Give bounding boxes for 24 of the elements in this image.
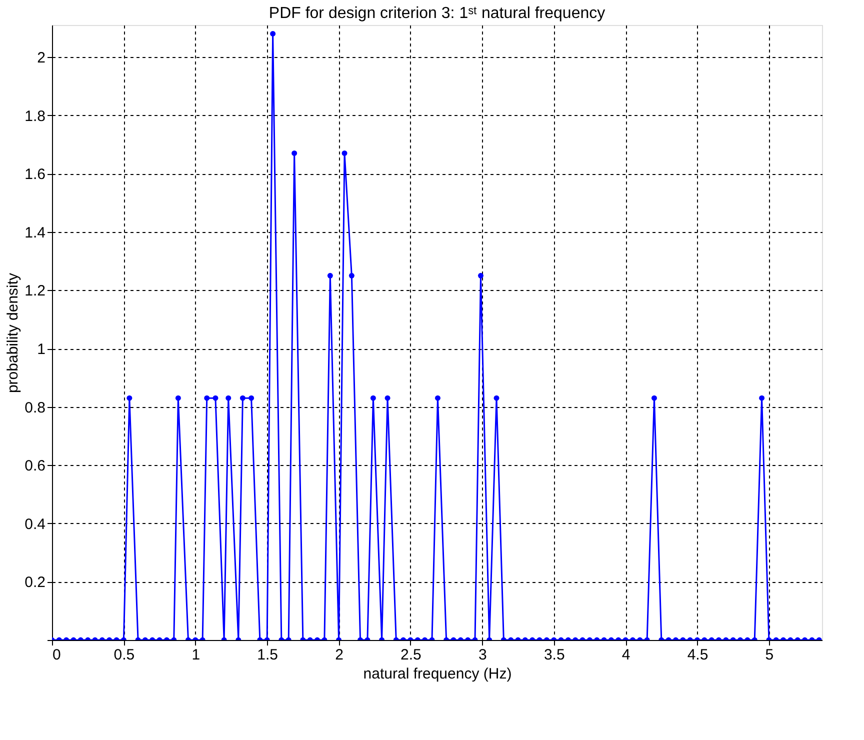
x-tick-label: 5 bbox=[765, 646, 774, 664]
y-tick-label: 1.8 bbox=[24, 108, 46, 125]
y-axis-title: probability density bbox=[4, 272, 22, 394]
x-tick-label: 3.5 bbox=[544, 646, 565, 664]
x-axis-title: natural frequency (Hz) bbox=[363, 666, 512, 682]
x-tick-label: 1 bbox=[192, 646, 200, 664]
x-tick-label: 4.5 bbox=[687, 646, 708, 664]
y-tick-label: 1.2 bbox=[24, 282, 46, 300]
x-tick-label: 4 bbox=[622, 646, 630, 664]
x-tick-label: 0 bbox=[52, 646, 61, 664]
y-tick-label: 2 bbox=[37, 50, 46, 67]
y-tick-label: 0.8 bbox=[24, 399, 46, 416]
y-tick-label: 0.2 bbox=[24, 574, 46, 592]
x-tick-label: 2 bbox=[335, 646, 344, 664]
y-tick-label: 0.6 bbox=[24, 458, 46, 475]
x-tick-label: 3 bbox=[478, 646, 487, 664]
x-tick-label: 1.5 bbox=[257, 646, 278, 664]
y-tick-label: 1 bbox=[37, 341, 46, 358]
x-tick-label: 2.5 bbox=[400, 646, 422, 664]
y-tick-label: 0.4 bbox=[24, 516, 46, 533]
y-tick-label: 1.4 bbox=[24, 224, 46, 242]
x-tick-label: 0.5 bbox=[114, 646, 135, 664]
chart-title: PDF for design criterion 3: 1ˢᵗ natural frequency bbox=[268, 5, 606, 22]
y-tick-label: 1.6 bbox=[24, 166, 46, 184]
